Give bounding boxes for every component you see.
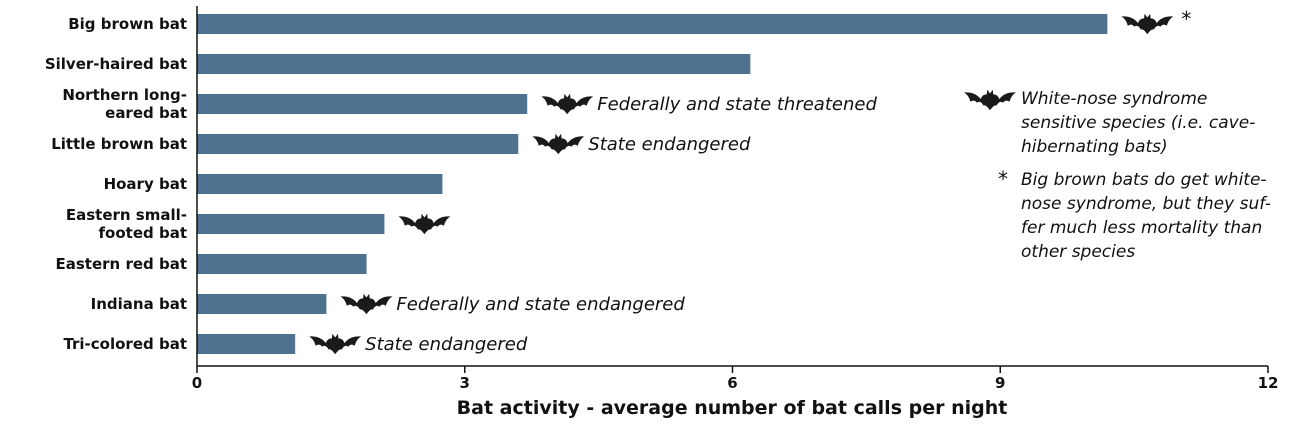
bat-icon <box>541 93 594 115</box>
legend-text: White-nose syndrome sensitive species (i.… <box>1021 89 1255 157</box>
bar <box>197 14 1108 34</box>
status-annotation: Federally and state endangered <box>396 294 685 315</box>
x-tick-label: 6 <box>727 374 737 392</box>
x-tick-label: 0 <box>192 374 202 392</box>
category-label: Eastern red bat <box>56 255 188 273</box>
asterisk-marker: * <box>1181 7 1191 31</box>
x-tick-label: 9 <box>995 374 1005 392</box>
bat-icon <box>309 333 362 355</box>
category-label: Little brown bat <box>51 135 187 153</box>
bat-icon <box>532 133 585 155</box>
bar <box>197 94 528 114</box>
category-label: Eastern small-footed bat <box>66 206 187 242</box>
x-tick-label: 12 <box>1258 374 1279 392</box>
bat-icon <box>964 89 1016 111</box>
status-annotation: State endangered <box>365 334 528 355</box>
bars-layer: Big brown bat Silver-haired bat Northern l… <box>45 14 1108 354</box>
bar <box>197 334 296 354</box>
bar <box>197 54 751 74</box>
x-ticks-layer: 0 3 6 9 12 <box>192 366 1279 392</box>
bat-icon <box>1121 13 1174 35</box>
bat-icon <box>398 213 451 235</box>
category-label: Northern long-eared bat <box>62 86 187 122</box>
bar <box>197 294 327 314</box>
category-label: Tri-colored bat <box>63 335 187 353</box>
status-annotation: State endangered <box>588 134 751 155</box>
bat-icon <box>340 293 393 315</box>
category-label: Silver-haired bat <box>45 55 187 73</box>
annotations-layer: * Federally and state threatened State end… <box>309 7 1191 355</box>
bar <box>197 134 519 154</box>
bar <box>197 254 367 274</box>
legend: White-nose syndrome sensitive species (i.… <box>964 89 1271 262</box>
category-label: Hoary bat <box>104 175 187 193</box>
x-axis-title: Bat activity - average number of bat cal… <box>457 397 1008 419</box>
bar <box>197 174 443 194</box>
bar <box>197 214 385 234</box>
category-label: Big brown bat <box>68 15 187 33</box>
status-annotation: Federally and state threatened <box>597 94 877 115</box>
x-tick-label: 3 <box>460 374 470 392</box>
legend-text: Big brown bats do get white-nose syndrom… <box>1021 170 1271 262</box>
category-label: Indiana bat <box>91 295 187 313</box>
legend-asterisk-marker: * <box>998 167 1008 191</box>
